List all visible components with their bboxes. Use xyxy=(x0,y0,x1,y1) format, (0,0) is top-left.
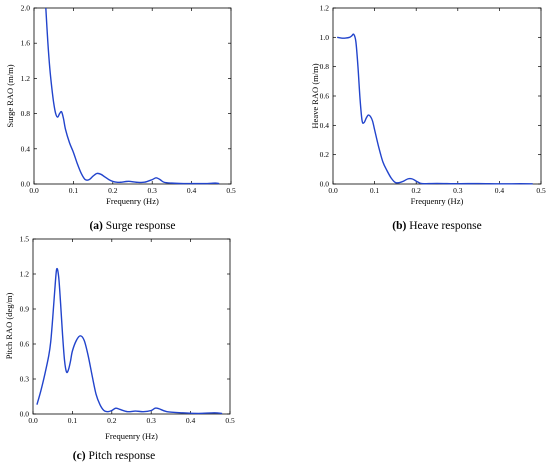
ytick-a-4: 1.6 xyxy=(21,39,31,48)
caption-a: (a) Surge response xyxy=(89,220,175,232)
xtick-c-4: 0.4 xyxy=(186,416,196,425)
xtick-c-1: 0.1 xyxy=(68,416,78,425)
caption-letter-b: (b) xyxy=(392,220,406,232)
xtick-a-3: 0.3 xyxy=(148,186,158,195)
caption-letter-c: (c) xyxy=(73,450,86,462)
yaxis-label-a: Surge RAO (m/m) xyxy=(5,64,15,127)
ytick-c-3: 0.9 xyxy=(20,305,30,314)
ytick-b-0: 0.0 xyxy=(320,180,330,189)
xtick-b-1: 0.1 xyxy=(370,186,380,195)
ytick-b-5: 1.0 xyxy=(320,33,330,42)
plot-frame-b xyxy=(332,7,542,185)
xtick-b-0: 0.0 xyxy=(328,186,338,195)
xtick-c-5: 0.5 xyxy=(225,416,235,425)
plot-frame-a xyxy=(33,7,232,185)
ytick-b-1: 0.2 xyxy=(320,150,330,159)
ytick-a-5: 2.0 xyxy=(21,4,31,13)
ytick-b-4: 0.8 xyxy=(320,62,330,71)
ytick-c-4: 1.2 xyxy=(20,270,30,279)
series-line-a xyxy=(45,7,220,185)
ytick-b-2: 0.4 xyxy=(320,121,330,130)
panel-b: 0.0 0.2 0.4 0.6 0.8 1.0 1.2 0.0 0.1 0.2 … xyxy=(310,4,546,233)
panel-c: 0.0 0.3 0.6 0.9 1.2 1.5 0.0 0.1 0.2 0.3 … xyxy=(4,235,235,463)
caption-c: (c) Pitch response xyxy=(73,450,155,462)
xtick-b-4: 0.4 xyxy=(495,186,505,195)
xtick-a-0: 0.0 xyxy=(29,186,39,195)
xtick-b-5: 0.5 xyxy=(536,186,546,195)
xtick-c-3: 0.3 xyxy=(147,416,157,425)
panel-a: 0.0 0.4 0.8 1.2 1.6 2.0 0.0 0.1 0.2 0.3 … xyxy=(5,4,236,233)
ytick-c-1: 0.3 xyxy=(20,375,30,384)
yaxis-label-b: Heave RAO (m/m) xyxy=(310,63,320,128)
ytick-a-0: 0.0 xyxy=(21,180,31,189)
xtick-b-2: 0.2 xyxy=(412,186,422,195)
caption-letter-a: (a) xyxy=(89,220,103,232)
xaxis-label-a: Frequenry (Hz) xyxy=(106,196,159,206)
plot-frame-c xyxy=(32,238,231,415)
yaxis-label-c: Pitch RAO (deg/m) xyxy=(4,293,14,360)
xaxis-label-b: Frequenry (Hz) xyxy=(411,196,464,206)
xtick-c-0: 0.0 xyxy=(28,416,38,425)
caption-text-b: Heave response xyxy=(406,220,481,232)
ytick-a-1: 0.4 xyxy=(21,144,31,153)
ytick-a-2: 0.8 xyxy=(21,109,31,118)
ytick-b-3: 0.6 xyxy=(320,92,330,101)
xtick-a-4: 0.4 xyxy=(187,186,197,195)
ytick-c-0: 0.0 xyxy=(20,410,30,419)
xtick-c-2: 0.2 xyxy=(107,416,117,425)
series-line-c xyxy=(36,267,223,415)
ticks-a xyxy=(33,7,232,185)
caption-text-c: Pitch response xyxy=(86,450,156,462)
xtick-a-5: 0.5 xyxy=(226,186,236,195)
xtick-a-2: 0.2 xyxy=(108,186,118,195)
xtick-a-1: 0.1 xyxy=(69,186,79,195)
xaxis-label-c: Frequenry (Hz) xyxy=(105,431,158,441)
ticks-b xyxy=(332,7,542,185)
series-line-b xyxy=(337,33,533,185)
ytick-c-2: 0.6 xyxy=(20,340,30,349)
caption-b: (b) Heave response xyxy=(392,220,481,232)
caption-text-a: Surge response xyxy=(103,220,176,232)
ytick-b-6: 1.2 xyxy=(320,4,330,13)
xtick-b-3: 0.3 xyxy=(453,186,463,195)
ytick-c-5: 1.5 xyxy=(20,235,30,244)
ytick-a-3: 1.2 xyxy=(21,74,31,83)
